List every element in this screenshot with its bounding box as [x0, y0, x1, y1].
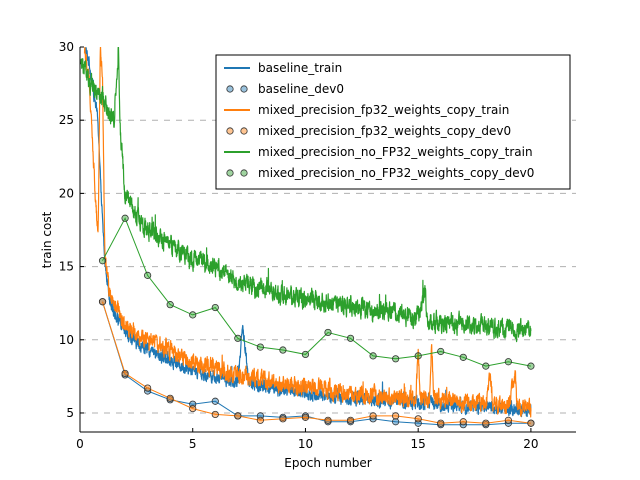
dev-point-mixed_precision_fp32_weights_copy_dev0 — [527, 419, 535, 427]
dev-point-mixed_precision_no_FP32_weights_copy_dev0 — [482, 362, 490, 370]
series-group — [80, 47, 535, 429]
dev-point-mixed_precision_no_FP32_weights_copy_dev0 — [121, 214, 129, 222]
dev-point-mixed_precision_fp32_weights_copy_dev0 — [98, 298, 107, 306]
x-tick-label: 10 — [298, 437, 313, 451]
dev-point-mixed_precision_fp32_weights_copy_dev0 — [504, 416, 512, 424]
dev-point-mixed_precision_no_FP32_weights_copy_dev0 — [527, 362, 535, 370]
y-tick-label: 30 — [59, 40, 74, 54]
x-axis-label: Epoch number — [284, 456, 371, 470]
y-axis-label: train cost — [40, 211, 54, 268]
axes — [79, 47, 576, 433]
dev-point-mixed_precision_no_FP32_weights_copy_dev0 — [504, 358, 512, 366]
legend-marker-swatch — [240, 85, 248, 93]
ticks: 0 5 10 15 20 5 10 15 20 25 30 — [59, 40, 539, 451]
dev-line-mixed_precision_no_FP32_weights_copy_dev0 — [102, 217, 531, 367]
dev-point-mixed_precision_no_FP32_weights_copy_dev0 — [324, 328, 332, 337]
legend-label: mixed_precision_fp32_weights_copy_dev0 — [258, 124, 511, 138]
dev-point-mixed_precision_no_FP32_weights_copy_dev0 — [98, 257, 107, 265]
dev-point-mixed_precision_fp32_weights_copy_dev0 — [324, 416, 332, 424]
y-tick-label: 10 — [59, 333, 74, 347]
y-tick-label: 15 — [59, 260, 74, 274]
x-tick-label: 15 — [411, 437, 426, 451]
legend-label: baseline_train — [258, 61, 342, 75]
dev-point-mixed_precision_fp32_weights_copy_dev0 — [211, 410, 219, 419]
y-tick-label: 25 — [59, 113, 74, 127]
x-tick-label: 0 — [76, 437, 84, 451]
legend-label: mixed_precision_no_FP32_weights_copy_tra… — [258, 145, 533, 159]
x-tick-label: 20 — [523, 437, 538, 451]
legend-marker-swatch — [226, 127, 234, 135]
dev-line-mixed_precision_fp32_weights_copy_dev0 — [102, 301, 531, 424]
dev-point-mixed_precision_fp32_weights_copy_dev0 — [189, 404, 197, 413]
legend-label: mixed_precision_no_FP32_weights_copy_dev… — [258, 166, 534, 180]
series-line-baseline_train — [84, 47, 532, 418]
dev-point-mixed_precision_fp32_weights_copy_dev0 — [414, 415, 422, 423]
dev-point-mixed_precision_fp32_weights_copy_dev0 — [459, 418, 467, 426]
series-line-mixed_precision_fp32_weights_copy_train — [83, 47, 532, 418]
dev-point-mixed_precision_fp32_weights_copy_dev0 — [256, 416, 264, 424]
legend: baseline_train baseline_dev0 mixed_precisi… — [215, 54, 571, 190]
y-tick-label: 20 — [59, 186, 74, 200]
dev-point-mixed_precision_fp32_weights_copy_dev0 — [437, 419, 445, 427]
dev-point-mixed_precision_no_FP32_weights_copy_dev0 — [189, 311, 197, 319]
dev-point-mixed_precision_fp32_weights_copy_dev0 — [166, 394, 174, 402]
dev-point-mixed_precision_no_FP32_weights_copy_dev0 — [301, 350, 310, 359]
dev-point-mixed_precision_no_FP32_weights_copy_dev0 — [346, 334, 355, 342]
legend-label: mixed_precision_fp32_weights_copy_train — [258, 103, 509, 117]
dev-point-baseline_dev0 — [392, 418, 400, 426]
dev-point-mixed_precision_no_FP32_weights_copy_dev0 — [392, 355, 400, 363]
legend-marker-swatch — [240, 169, 248, 177]
dev-point-mixed_precision_fp32_weights_copy_dev0 — [482, 419, 490, 427]
dev-point-mixed_precision_no_FP32_weights_copy_dev0 — [369, 352, 377, 360]
dev-point-mixed_precision_no_FP32_weights_copy_dev0 — [437, 347, 445, 356]
dev-point-mixed_precision_no_FP32_weights_copy_dev0 — [234, 334, 242, 342]
dev-point-mixed_precision_fp32_weights_copy_dev0 — [369, 412, 377, 420]
dev-point-mixed_precision_fp32_weights_copy_dev0 — [234, 412, 242, 420]
x-tick-label: 5 — [189, 437, 197, 451]
dev-point-mixed_precision_no_FP32_weights_copy_dev0 — [144, 271, 152, 279]
legend-label: baseline_dev0 — [258, 82, 344, 96]
dev-point-mixed_precision_no_FP32_weights_copy_dev0 — [459, 353, 467, 361]
legend-marker-swatch — [240, 127, 248, 135]
dev-point-mixed_precision_fp32_weights_copy_dev0 — [346, 416, 355, 424]
y-tick-label: 5 — [66, 406, 74, 420]
dev-point-mixed_precision_no_FP32_weights_copy_dev0 — [211, 303, 219, 312]
series-line-mixed_precision_no_FP32_weights_copy_train — [80, 47, 532, 343]
dev-point-mixed_precision_fp32_weights_copy_dev0 — [279, 415, 287, 423]
dev-point-mixed_precision_fp32_weights_copy_dev0 — [144, 384, 152, 392]
legend-frame — [215, 54, 571, 190]
dev-point-baseline_dev0 — [211, 397, 219, 405]
dev-point-mixed_precision_no_FP32_weights_copy_dev0 — [256, 343, 264, 351]
legend-marker-swatch — [226, 85, 234, 93]
dev-point-mixed_precision_no_FP32_weights_copy_dev0 — [414, 352, 422, 360]
dev-point-mixed_precision_no_FP32_weights_copy_dev0 — [166, 301, 174, 309]
dev-point-mixed_precision_fp32_weights_copy_dev0 — [301, 413, 310, 421]
dev-point-mixed_precision_fp32_weights_copy_dev0 — [121, 369, 129, 378]
dev-point-mixed_precision_no_FP32_weights_copy_dev0 — [279, 346, 287, 354]
legend-marker-swatch — [226, 169, 234, 177]
dev-point-mixed_precision_fp32_weights_copy_dev0 — [392, 412, 400, 420]
